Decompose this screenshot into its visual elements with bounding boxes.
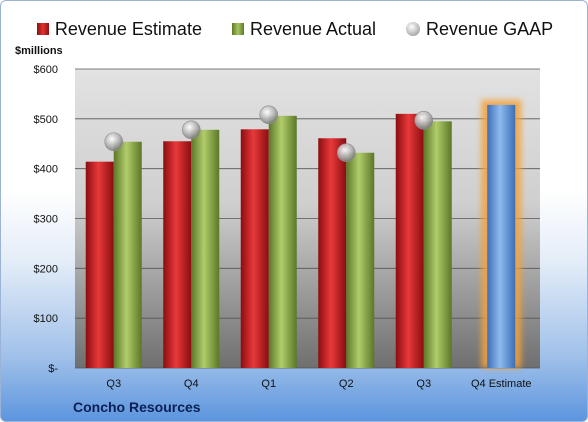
marker-revenue-gaap	[259, 105, 279, 125]
y-tick-label: $100	[34, 313, 58, 325]
legend-swatch-revenue-gaap	[406, 22, 421, 36]
bar-revenue-actual	[268, 115, 297, 369]
bar-revenue-actual	[113, 141, 142, 368]
gaap-markers	[104, 105, 434, 163]
y-tick-label: $200	[34, 263, 58, 275]
x-tick-label: Q3	[416, 378, 431, 390]
legend-item-revenue-estimate: Revenue Estimate	[36, 18, 202, 40]
bar-revenue-estimate	[318, 138, 347, 368]
bar-revenue-forecast	[487, 104, 516, 368]
x-tick-label: Q4	[184, 378, 199, 390]
marker-revenue-gaap	[414, 111, 434, 130]
legend-item-revenue-gaap: Revenue GAAP	[406, 19, 553, 40]
bar-revenue-estimate	[85, 161, 114, 368]
bar-revenue-estimate	[240, 129, 269, 368]
legend-swatch-revenue-estimate	[36, 23, 49, 35]
marker-revenue-gaap	[336, 143, 356, 163]
bar-revenue-estimate	[163, 141, 192, 368]
x-tick-label: Q2	[339, 378, 354, 390]
y-axis-units-label: $millions	[15, 45, 63, 57]
marker-revenue-gaap	[104, 132, 124, 152]
marker-revenue-gaap	[181, 120, 201, 140]
y-tick-label: $-	[48, 363, 58, 375]
legend-swatch-revenue-actual	[231, 23, 244, 35]
x-axis-labels: Q3 Q4 Q1 Q2 Q3 Q4 Estimate	[106, 378, 531, 390]
bar-revenue-actual	[191, 129, 220, 368]
chart-legend: Revenue Estimate Revenue Actual Revenue …	[1, 17, 587, 41]
company-name: Concho Resources	[73, 399, 201, 415]
bar-revenue-actual	[423, 121, 452, 368]
y-tick-label: $400	[34, 164, 58, 176]
y-tick-label: $600	[34, 64, 58, 76]
y-tick-label: $300	[34, 214, 58, 226]
x-tick-label: Q4 Estimate	[471, 378, 532, 390]
gridlines	[75, 68, 540, 369]
x-tick-label: Q1	[261, 378, 276, 390]
legend-item-revenue-actual: Revenue Actual	[231, 18, 377, 40]
bar-revenue-actual	[346, 152, 375, 368]
legend-label-revenue-gaap: Revenue GAAP	[426, 18, 554, 39]
y-tick-label: $500	[34, 114, 58, 126]
bar-revenue-estimate	[395, 113, 424, 368]
bars	[85, 99, 522, 369]
legend-label-revenue-actual: Revenue Actual	[249, 18, 377, 39]
x-tick-label: Q3	[106, 378, 121, 390]
y-axis-ticks: $- $100 $200 $300 $400 $500 $600	[34, 64, 59, 375]
legend-label-revenue-estimate: Revenue Estimate	[54, 18, 202, 39]
